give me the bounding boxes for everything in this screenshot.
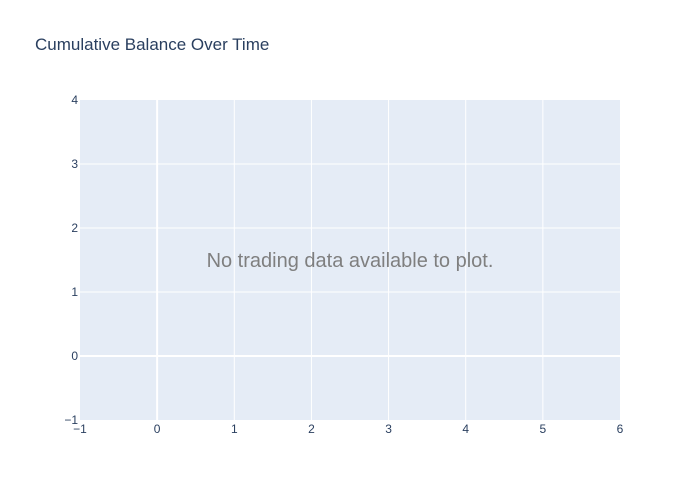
- x-tick-label: 1: [231, 422, 238, 436]
- y-tick-label: 1: [71, 285, 78, 299]
- y-tick-label: 3: [71, 157, 78, 171]
- x-tick-label: 5: [540, 422, 547, 436]
- y-tick-label: 4: [71, 93, 78, 107]
- y-tick-label: 2: [71, 221, 78, 235]
- chart-title: Cumulative Balance Over Time: [35, 35, 269, 54]
- y-tick-label: −1: [64, 413, 78, 427]
- x-axis-ticks: −1 0 1 2 3 4 5 6: [73, 422, 624, 436]
- x-tick-label: 2: [308, 422, 315, 436]
- x-tick-label: 3: [385, 422, 392, 436]
- x-tick-label: −1: [73, 422, 87, 436]
- y-axis-ticks: −1 0 1 2 3 4: [64, 93, 78, 427]
- grid-lines: [80, 100, 620, 420]
- plot-area: [80, 100, 620, 420]
- x-tick-label: 0: [154, 422, 161, 436]
- x-tick-label: 4: [462, 422, 469, 436]
- y-tick-label: 0: [71, 349, 78, 363]
- no-data-annotation: No trading data available to plot.: [207, 250, 494, 272]
- x-tick-label: 6: [617, 422, 624, 436]
